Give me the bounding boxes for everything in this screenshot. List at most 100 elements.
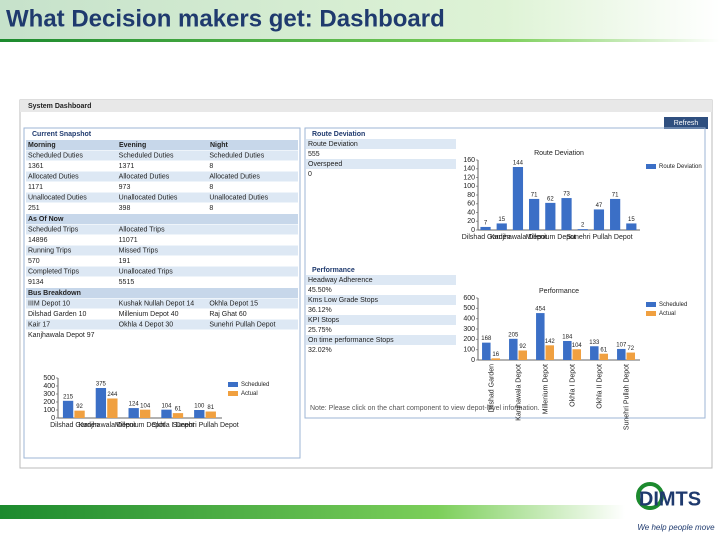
table-cell: Unallocated Trips [119,268,174,275]
bar [496,223,507,230]
data-label: 15 [498,217,505,223]
x-tick-label: Okhla I Depot [151,422,194,429]
x-tick-label: Dilshad Garden [50,422,99,429]
bar [529,198,540,230]
bar [626,223,637,230]
x-tick-label: Dilshad Garden [462,234,511,241]
column-header: Night [210,142,229,149]
table-row [26,245,298,256]
table-row [306,295,456,305]
table-row [26,277,298,287]
table-cell: Allocated Duties [28,173,79,180]
table-row [26,256,298,266]
table-cell: 1361 [28,163,44,170]
data-label: 454 [535,307,546,313]
list-label: KPI Stops [308,317,340,324]
table-row [306,275,456,285]
table-row [26,298,298,309]
tab-label: Current Snapshot [32,131,92,138]
logo-tagline: We help people move [637,523,715,532]
data-label: 2 [581,223,585,229]
table-cell: Sunehri Pullah Depot [209,321,275,328]
table-row [306,139,456,149]
logo-mark [636,482,664,510]
bar [74,410,85,418]
chart-title: Route Deviation [534,150,584,157]
table-cell: Dilshad Garden 10 [28,311,86,318]
y-tick-label: 100 [43,407,55,414]
bar [572,349,582,360]
data-label: 61 [600,347,607,353]
data-label: 133 [589,340,600,346]
data-label: 100 [194,404,205,410]
bar [194,410,205,418]
table-cell: Completed Trips [28,268,79,275]
bar [161,409,172,418]
table-row [26,309,298,319]
legend-swatch [646,302,656,307]
chart-title: Performance [539,288,579,295]
y-tick-label: 500 [43,375,55,382]
bar [480,226,491,230]
data-label: 107 [616,343,627,349]
data-label: 47 [596,203,603,209]
table-cell: Raj Ghat 60 [209,311,246,318]
table-row [26,319,298,330]
refresh-button[interactable] [664,117,708,129]
bar [128,408,139,418]
table-row [26,161,298,171]
data-label: 61 [175,407,182,413]
legend-swatch [646,311,656,316]
list-label: Route Deviation [308,141,358,148]
data-label: 16 [492,352,499,358]
data-label: 104 [140,403,151,409]
list-label: On time performance Stops [308,337,394,344]
column-header: Morning [28,142,56,149]
table-row [306,315,456,325]
list-label: Overspeed [308,161,342,168]
table-row [26,235,298,245]
table-cell: 5515 [119,279,135,286]
table-cell: Kushak Nullah Depot 14 [119,300,195,307]
x-tick-label: Dilshad Garden [488,364,495,413]
bar [590,346,599,360]
table-cell: 251 [28,205,40,212]
table-cell: Running Trips [28,247,72,254]
table-cell: Okhla Depot 15 [209,300,258,307]
list-label: Kms Low Grade Stops [308,297,379,304]
tab-label: Route Deviation [312,131,365,138]
legend-label: Scheduled [659,302,687,308]
table-cell: 191 [119,258,131,265]
y-tick-label: 80 [467,192,475,199]
bar [545,345,555,360]
legend-label: Actual [659,311,676,317]
table-cell: Scheduled Trips [28,226,79,233]
section-header: As Of Now [28,216,64,223]
table-cell: Unallocated Duties [119,194,178,201]
data-label: 144 [513,161,524,167]
bar [482,342,491,360]
x-tick-label: Okhla II Depot [596,364,603,409]
table-cell: 8 [209,205,213,212]
y-tick-label: 500 [463,305,475,312]
bar [95,388,107,418]
x-tick-label: Kanjhawala Depot [79,422,136,429]
table-cell: Missed Trips [119,247,159,254]
legend-swatch [228,391,238,396]
table-row [306,335,456,345]
footer-band [0,505,625,519]
title-band [0,0,720,42]
bar [610,198,621,230]
x-tick-label: Sunehri Pullah Depot [173,422,239,429]
table-cell: Scheduled Duties [28,152,83,159]
bar [617,348,626,360]
table-cell: 570 [28,258,40,265]
column-header: Evening [119,142,146,149]
x-tick-label: Okhla I Depot [569,364,576,407]
dash-header: System Dashboard [28,103,91,110]
x-tick-label: Kanjhawala Depot [515,364,522,421]
table-row [26,266,298,277]
y-tick-label: 200 [463,336,475,343]
table-row [26,150,298,161]
data-label: 7 [484,221,488,227]
